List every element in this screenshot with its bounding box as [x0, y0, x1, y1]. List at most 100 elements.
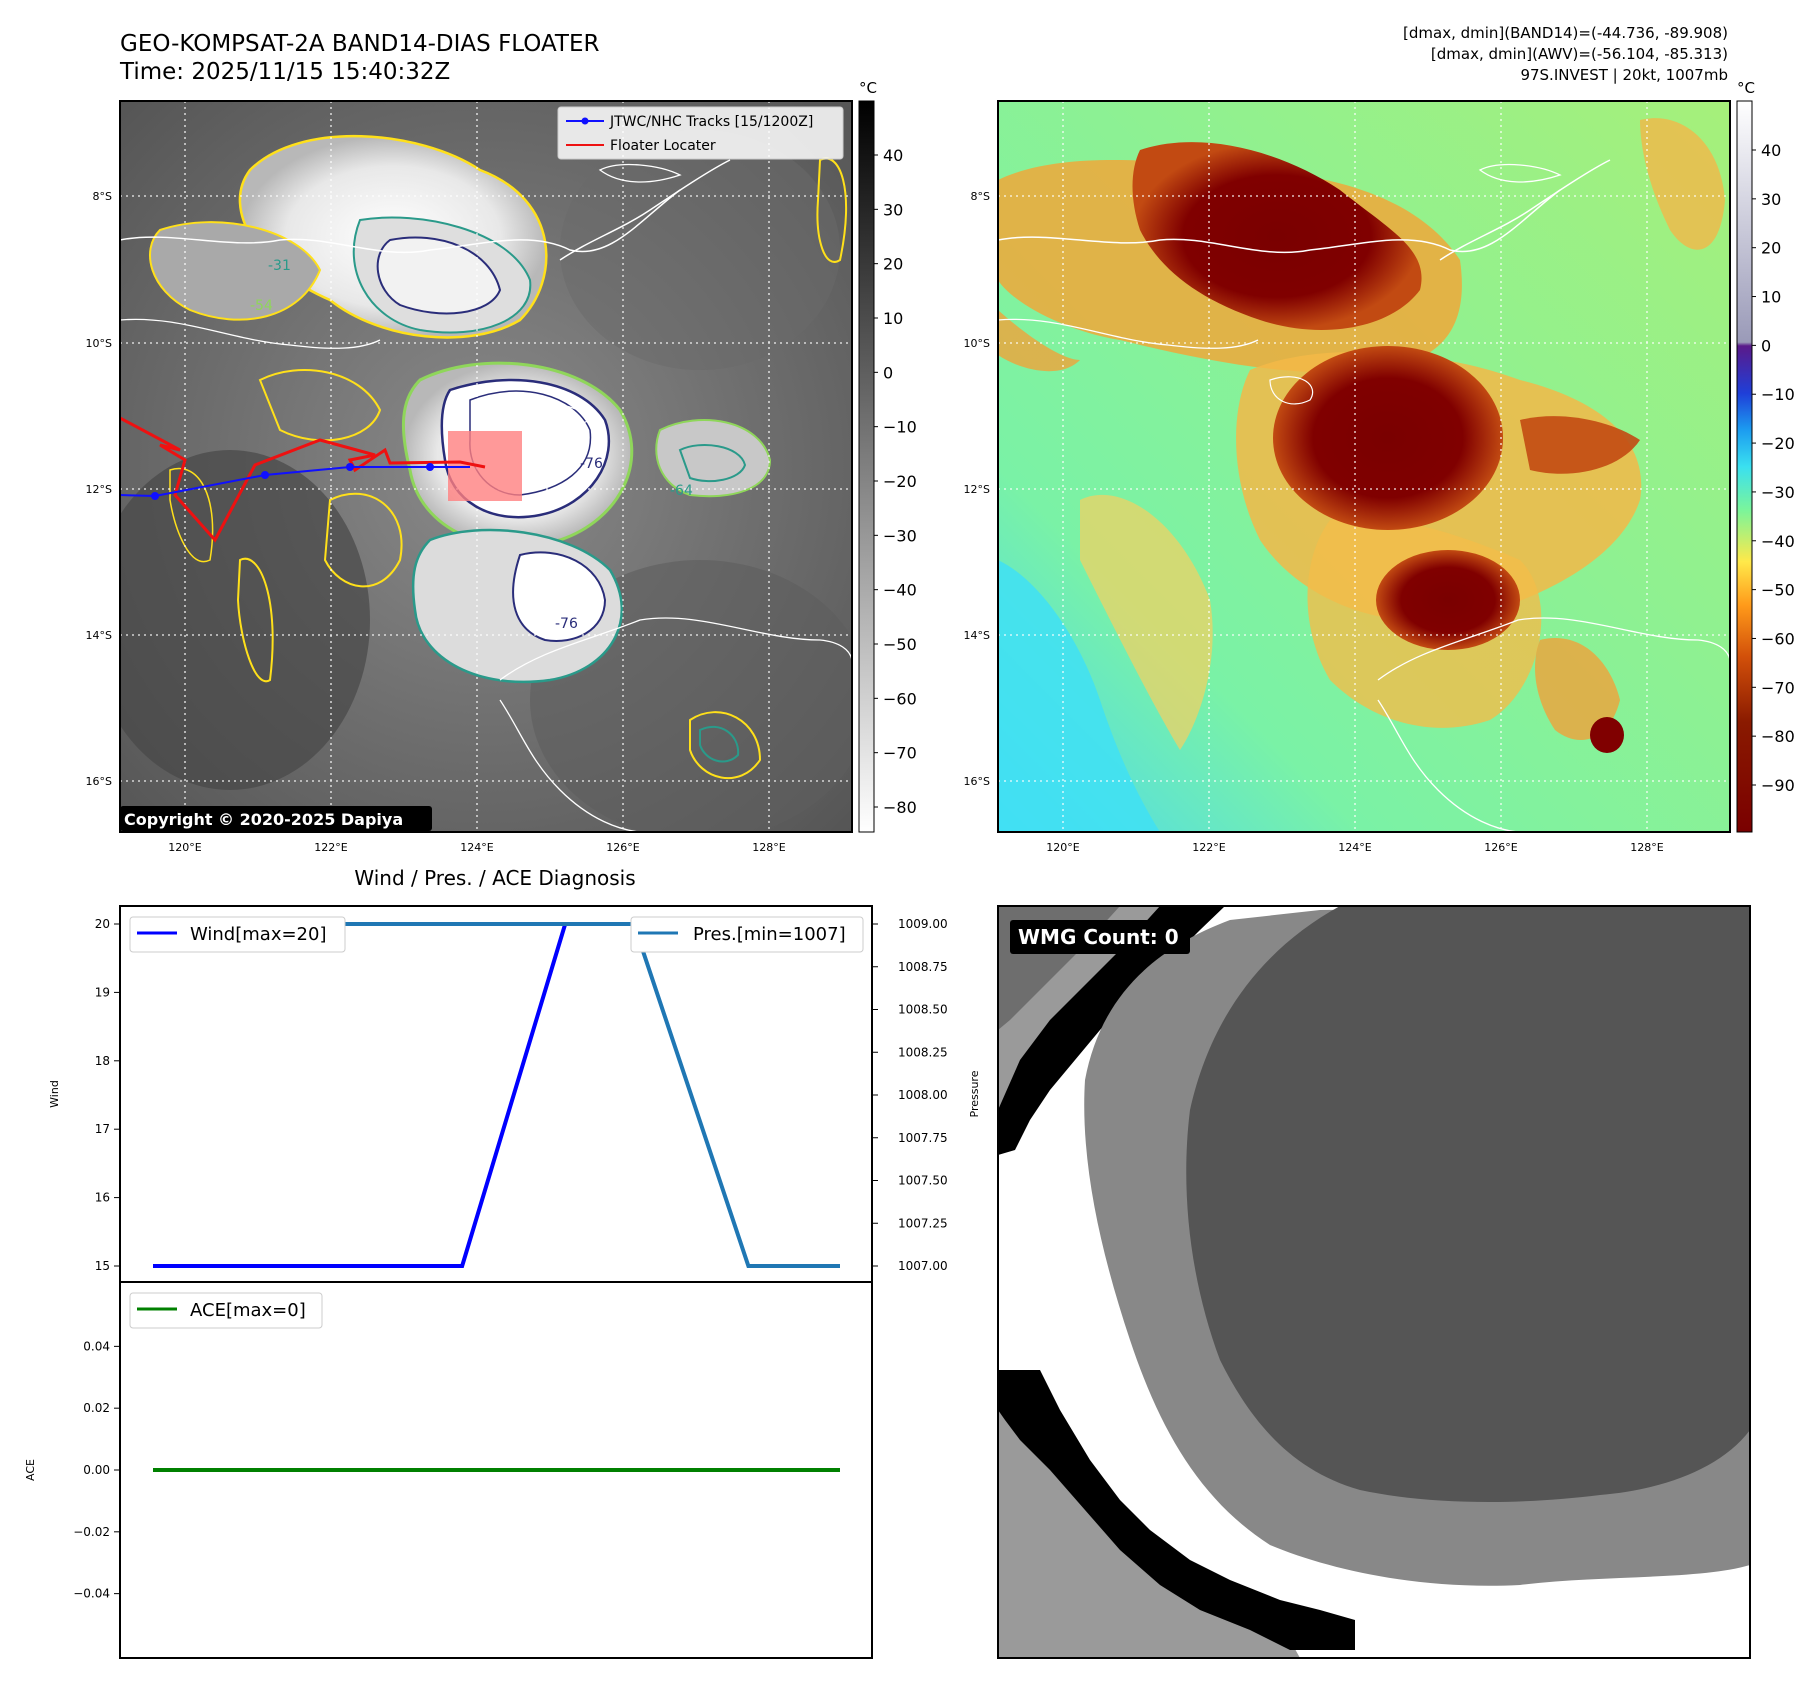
colorbar-tick-label: −30	[883, 526, 917, 545]
colorbar-tick-label: 10	[883, 309, 903, 328]
left-lat-labels: 8°S 10°S 12°S 14°S 16°S	[86, 190, 112, 788]
pres-tick-label: 1008.75	[898, 960, 948, 974]
colorbar-tick-label: 30	[1761, 190, 1781, 209]
ir-map-frame	[119, 100, 853, 833]
lat-label: 12°S	[964, 483, 990, 496]
colorbar-tick-label: 0	[1761, 336, 1771, 355]
colorbar-tick-label: −80	[883, 798, 917, 817]
colorbar-tick-label: 30	[883, 200, 903, 219]
pres-axis-label: Pressure	[968, 1070, 981, 1117]
copyright-badge	[120, 806, 432, 831]
legend-locator-label: Floater Locater	[610, 138, 716, 154]
colorbar-tick-label: −10	[1761, 385, 1795, 404]
lon-label: 122°E	[314, 841, 347, 854]
ace-legend-box	[129, 1292, 323, 1329]
contour-label: -31	[268, 258, 291, 274]
gray-colorbar: °C 40 30 20 10 0 −10 −20 −30 −40 −50 −60 −70 −80	[858, 79, 917, 833]
title-line2: Time: 2025/11/15 15:40:32Z	[119, 59, 450, 85]
colorbar-tick-label: −70	[883, 744, 917, 763]
ace-tick-label: −0.04	[73, 1587, 110, 1601]
lon-label: 128°E	[1630, 841, 1663, 854]
colorbar-tick-label: −60	[883, 689, 917, 708]
contour-label: -64	[670, 483, 693, 499]
wind-tick-label: 17	[95, 1122, 110, 1136]
wmg-label: WMG Count: 0	[1018, 925, 1179, 949]
colorbar-tick-label: 20	[883, 255, 903, 274]
copyright-text: Copyright © 2020-2025 Dapiya	[124, 810, 403, 829]
pres-tick-label: 1008.25	[898, 1045, 948, 1059]
pres-tick-label: 1008.00	[898, 1088, 948, 1102]
ace-tick-label: 0.00	[83, 1463, 110, 1477]
lat-label: 12°S	[86, 483, 112, 496]
lon-label: 120°E	[1046, 841, 1079, 854]
pres-tick-label: 1007.75	[898, 1131, 948, 1145]
pres-legend-box	[630, 916, 864, 953]
color-colorbar: °C 40 30 20 10 0 −10 −20 −30 −40 −50 −60 −70 −80 −90	[1736, 79, 1795, 833]
lat-label: 8°S	[971, 190, 990, 203]
lon-label: 120°E	[168, 841, 201, 854]
colorbar-tick-label: 40	[1761, 141, 1781, 160]
wind-tick-label: 16	[95, 1191, 110, 1205]
lon-label: 124°E	[1338, 841, 1371, 854]
colorbar-tick-label: −50	[1761, 581, 1795, 600]
lat-label: 16°S	[964, 775, 990, 788]
right-lat-labels: 8°S 10°S 12°S 14°S 16°S	[964, 190, 990, 788]
info-line3: 97S.INVEST | 20kt, 1007mb	[1520, 66, 1728, 84]
lat-label: 14°S	[964, 629, 990, 642]
ace-tick-label: 0.04	[83, 1339, 110, 1353]
wind-tick-label: 15	[95, 1259, 110, 1273]
legend-track-label: JTWC/NHC Tracks [15/1200Z]	[609, 114, 813, 130]
info-line2: [dmax, dmin](AWV)=(-56.104, -85.313)	[1431, 45, 1728, 63]
wind-tick-label: 19	[95, 985, 110, 999]
lon-label: 122°E	[1192, 841, 1225, 854]
pres-legend: Pres.[min=1007]	[693, 924, 846, 945]
ace-axes: 0.04 0.02 0.00 −0.02 −0.04 ACE ACE[max=0]	[24, 1281, 873, 1659]
colorbar-tick-label: −20	[883, 472, 917, 491]
lat-label: 16°S	[86, 775, 112, 788]
color-map-frame	[997, 100, 1731, 833]
diagnosis-title: Wind / Pres. / ACE Diagnosis	[354, 866, 635, 890]
colorbar-tick-label: 10	[1761, 288, 1781, 307]
colorbar-tick-label: −40	[1761, 532, 1795, 551]
colorbar-tick-label: −30	[1761, 483, 1795, 502]
colorbar-tick-label: −80	[1761, 727, 1795, 746]
wind-tick-label: 18	[95, 1054, 110, 1068]
lat-label: 10°S	[86, 337, 112, 350]
pres-tick-label: 1007.50	[898, 1174, 948, 1188]
colorbar-tick-label: −10	[883, 418, 917, 437]
lon-label: 126°E	[1484, 841, 1517, 854]
wmg-badge	[1010, 920, 1190, 954]
wind-legend: Wind[max=20]	[190, 924, 327, 945]
colorbar-tick-label: −90	[1761, 776, 1795, 795]
right-lon-labels: 120°E 122°E 124°E 126°E 128°E	[1046, 841, 1663, 854]
colorbar-tick-label: −20	[1761, 434, 1795, 453]
wind-tick-label: 20	[95, 917, 110, 931]
map-legend: JTWC/NHC Tracks [15/1200Z] Floater Locat…	[557, 106, 844, 160]
info-line1: [dmax, dmin](BAND14)=(-44.736, -89.908)	[1403, 24, 1728, 42]
colorbar-tick-label: −70	[1761, 678, 1795, 697]
lon-label: 124°E	[460, 841, 493, 854]
contour-label: -76	[580, 456, 603, 472]
pres-tick-label: 1007.25	[898, 1216, 948, 1230]
color-cb-unit: °C	[1737, 79, 1755, 97]
pres-tick-label: 1009.00	[898, 917, 948, 931]
ace-tick-label: −0.02	[73, 1525, 110, 1539]
colorbar-tick-label: −50	[883, 635, 917, 654]
wind-axis-label: Wind	[48, 1080, 61, 1108]
colorbar-tick-label: 40	[883, 146, 903, 165]
lat-label: 10°S	[964, 337, 990, 350]
lon-label: 128°E	[752, 841, 785, 854]
colorbar-tick-label: 0	[883, 363, 893, 382]
wind-pres-axes: 20 19 18 17 16 15 1009.00 1008.75 1008.50 1008.2…	[48, 905, 981, 1283]
contour-label: -54	[250, 298, 273, 314]
lon-label: 126°E	[606, 841, 639, 854]
pres-line	[153, 922, 840, 1268]
colorbar-tick-label: 20	[1761, 239, 1781, 258]
colorbar-tick-label: −40	[883, 581, 917, 600]
ace-tick-label: 0.02	[83, 1401, 110, 1415]
wind-legend-box	[129, 916, 346, 953]
wmg-panel: WMG Count: 0	[997, 905, 1751, 1659]
left-lon-labels: 120°E 122°E 124°E 126°E 128°E	[168, 841, 785, 854]
contour-label: -76	[555, 616, 578, 632]
